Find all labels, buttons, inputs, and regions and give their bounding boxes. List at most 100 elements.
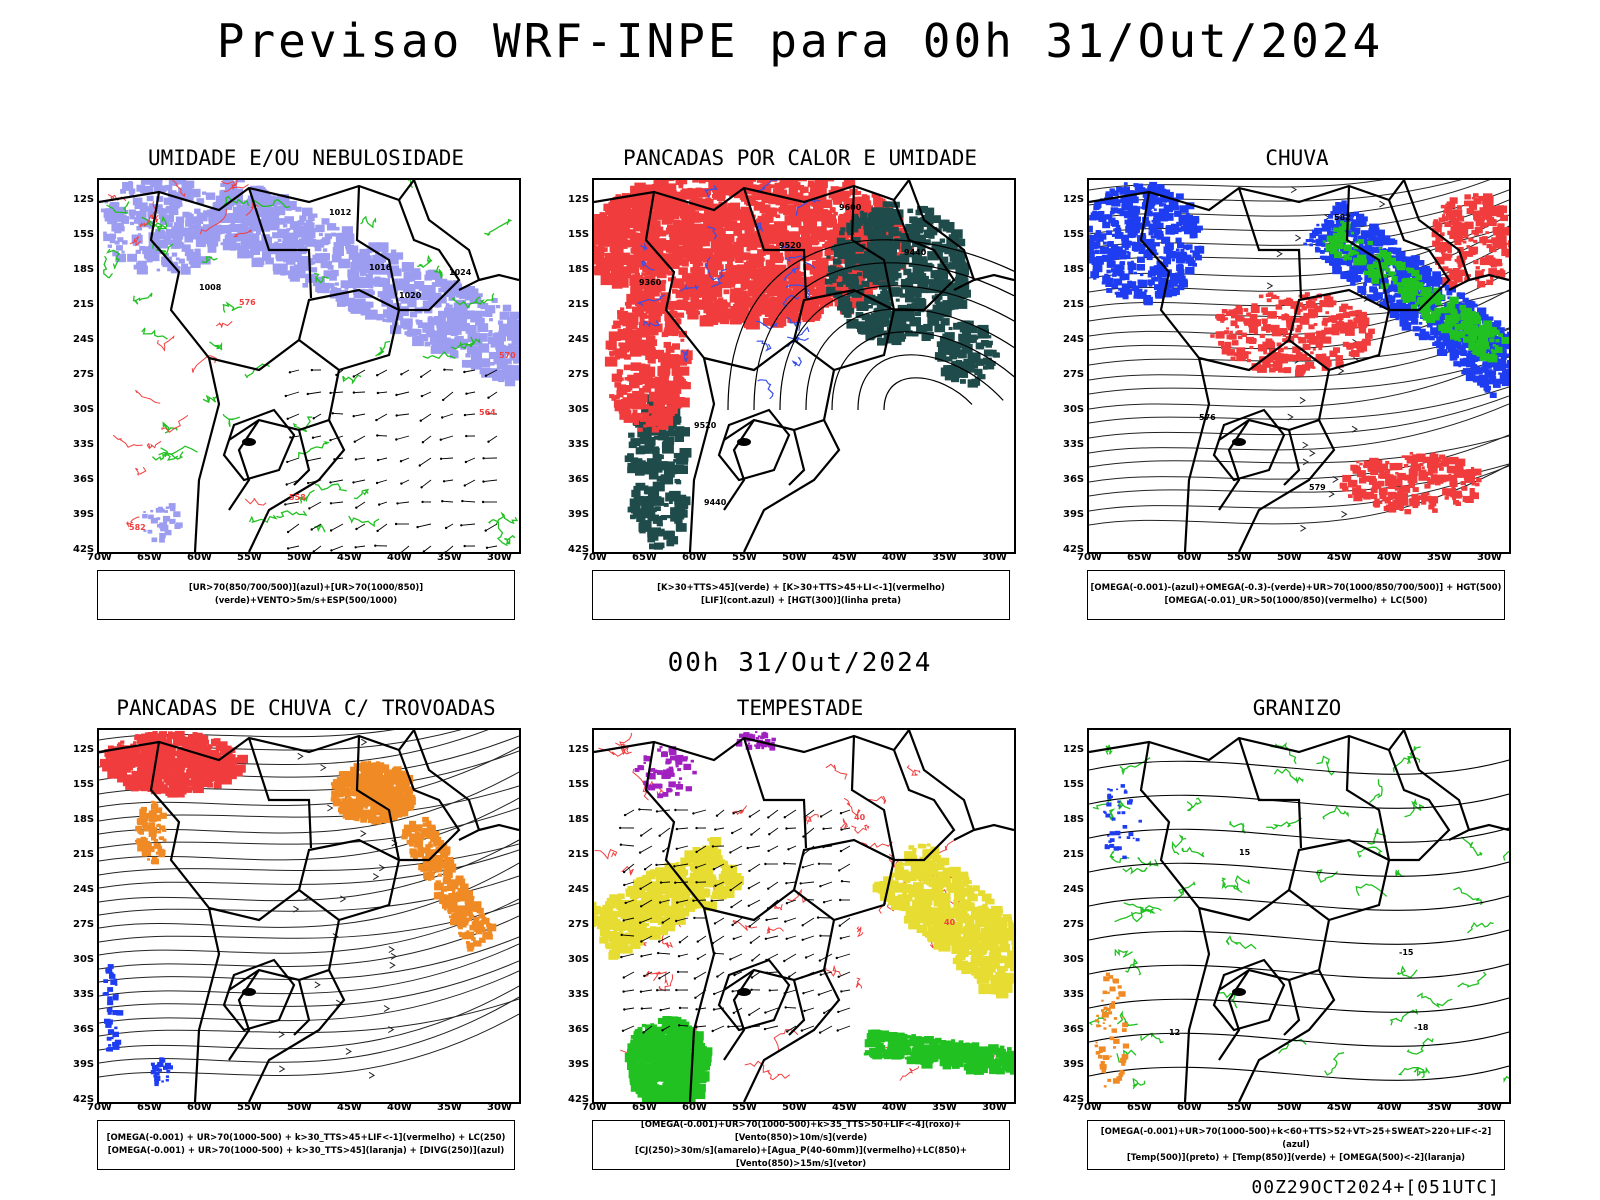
humidity-blue-area xyxy=(193,216,204,224)
instability-red-area xyxy=(768,301,775,307)
humidity-blue-area xyxy=(435,279,444,286)
instability-green-area xyxy=(923,229,935,238)
wind-vector-head xyxy=(461,499,464,503)
wind-vector-head xyxy=(376,529,379,533)
humidity-blue-area xyxy=(247,220,252,224)
humidity-blue-area xyxy=(336,240,343,246)
wind-vector xyxy=(419,457,432,466)
instability-red-area xyxy=(659,296,666,302)
humidity-blue-area xyxy=(135,211,147,220)
instability-green-area xyxy=(855,312,864,319)
instability-red-area xyxy=(627,229,636,236)
instability-red-area xyxy=(740,206,751,215)
wind-vector-head xyxy=(420,394,424,398)
instability-green-area xyxy=(914,311,921,317)
omega-blue-area xyxy=(1160,278,1167,284)
humidity-blue-area xyxy=(114,227,122,234)
humidity-blue-area xyxy=(169,506,176,512)
wind-vector xyxy=(311,523,322,530)
instability-green-area xyxy=(650,507,657,513)
humidity-green-contour xyxy=(222,413,241,427)
instability-red-area xyxy=(747,310,760,321)
instability-green-area xyxy=(941,339,949,345)
instability-green-area xyxy=(665,492,677,502)
instability-green-area xyxy=(942,222,955,232)
latitude-label: 42S xyxy=(568,544,590,555)
instability-green-area xyxy=(961,372,969,378)
latitude-label: 24S xyxy=(568,334,590,345)
wind-vector xyxy=(464,413,476,416)
wind-vector xyxy=(376,369,388,376)
humidity-blue-area xyxy=(459,312,467,318)
omega-blue-area xyxy=(1184,220,1190,225)
humidity-blue-area xyxy=(433,316,444,325)
omega-blue-area xyxy=(1346,261,1353,267)
instability-green-area xyxy=(844,262,854,270)
omega-blue-area xyxy=(1377,259,1385,265)
instability-red-area xyxy=(798,185,805,190)
border-line xyxy=(792,288,896,372)
wind-vector xyxy=(353,391,366,394)
instability-green-area xyxy=(949,255,958,262)
humidity-blue-area xyxy=(403,272,416,282)
humidity-blue-area xyxy=(472,337,483,346)
instability-red-area xyxy=(773,299,787,311)
omega-blue-area xyxy=(1148,231,1154,236)
instability-green-area xyxy=(653,435,659,440)
instability-red-area xyxy=(692,267,705,278)
instability-green-area xyxy=(836,237,846,245)
humidity-blue-area xyxy=(428,270,433,275)
humidity-blue-area xyxy=(150,254,160,262)
humidity-blue-area xyxy=(206,238,213,244)
instability-red-area xyxy=(642,385,652,393)
instability-red-area xyxy=(654,376,663,384)
omega-blue-area xyxy=(1168,213,1173,217)
humidity-green-contour xyxy=(422,350,457,360)
instability-red-area xyxy=(792,285,805,296)
latitude-label: 42S xyxy=(73,544,95,555)
humidity-blue-area xyxy=(516,353,519,361)
humidity-blue-area xyxy=(507,330,519,341)
humidity-blue-area xyxy=(182,193,191,201)
omega-blue-area xyxy=(1108,248,1117,255)
humidity-blue-area xyxy=(391,252,399,259)
humidity-blue-area xyxy=(411,271,422,280)
instability-red-area xyxy=(784,290,794,298)
height-contour xyxy=(753,262,1014,411)
instability-red-area xyxy=(634,272,640,277)
instability-red-area xyxy=(645,343,653,349)
omega-blue-area xyxy=(1156,233,1164,240)
instability-red-area xyxy=(759,240,768,247)
instability-red-area xyxy=(647,320,658,329)
streamline-arrow xyxy=(1300,524,1307,532)
instability-green-area xyxy=(674,434,684,442)
humidity-blue-area xyxy=(178,187,189,196)
instability-green-area xyxy=(972,364,979,369)
instability-red-area xyxy=(762,317,773,326)
instability-red-area xyxy=(730,290,736,294)
humidity-blue-area xyxy=(427,317,438,325)
omega-blue-area xyxy=(1106,214,1113,220)
omega-blue-area xyxy=(1190,250,1194,253)
border-line xyxy=(208,338,341,441)
instability-red-area xyxy=(696,275,707,284)
omega-blue-area xyxy=(1179,220,1185,226)
instability-green-area xyxy=(902,257,907,262)
humidity-blue-area xyxy=(445,303,450,306)
instability-red-area xyxy=(664,329,673,336)
instability-red-area xyxy=(789,180,799,183)
omega-blue-area xyxy=(1485,385,1491,390)
instability-red-area xyxy=(613,320,620,326)
humidity-blue-area xyxy=(109,203,119,211)
humidity-blue-area xyxy=(341,226,353,236)
wind-vector xyxy=(488,391,498,399)
omega-blue-area xyxy=(1134,219,1141,224)
humidity-blue-area xyxy=(465,353,471,358)
humidity-green-contour xyxy=(132,292,153,305)
humidity-blue-area xyxy=(295,206,302,212)
humidity-blue-area xyxy=(157,239,169,249)
humidity-blue-area xyxy=(122,240,128,245)
instability-red-area xyxy=(717,207,729,217)
instability-red-area xyxy=(807,183,813,188)
humidity-blue-area xyxy=(140,180,151,185)
